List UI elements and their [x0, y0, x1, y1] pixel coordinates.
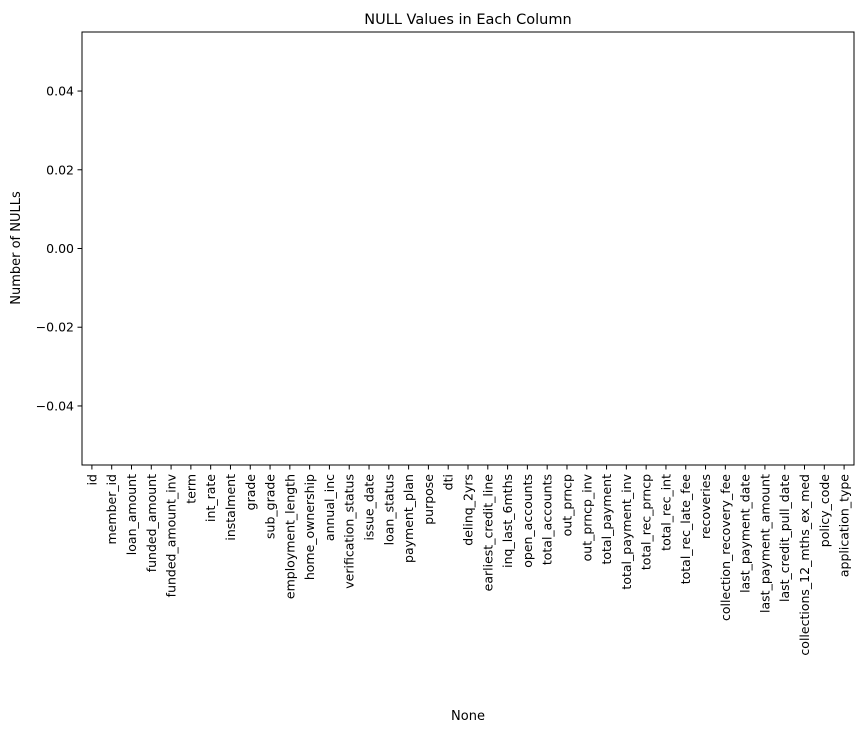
- plot-frame: [81, 31, 855, 466]
- x-tick-label: open_accounts: [520, 474, 535, 568]
- x-tick-label: delinq_2yrs: [461, 474, 476, 546]
- x-tick-label: annual_inc: [322, 474, 337, 541]
- x-tick-label: funded_amount: [144, 474, 159, 572]
- x-tick-label: application_type: [837, 474, 852, 577]
- x-tick-label: out_prncp: [559, 474, 574, 536]
- x-tick-label: collection_recovery_fee: [718, 474, 733, 621]
- x-tick-label: loan_status: [381, 474, 396, 545]
- x-tick-label: earliest_credit_line: [480, 474, 495, 592]
- x-tick-label: sub_grade: [263, 474, 278, 539]
- x-tick-label: total_rec_int: [658, 474, 673, 551]
- x-tick-label: member_id: [104, 474, 119, 544]
- x-tick-label: policy_code: [817, 474, 832, 548]
- x-tick-label: funded_amount_inv: [164, 473, 179, 597]
- x-tick-label: total_rec_late_fee: [678, 474, 693, 585]
- x-tick-label: employment_length: [282, 474, 297, 599]
- x-tick-label: total_rec_prncp: [639, 474, 654, 570]
- x-tick-label: inq_last_6mths: [500, 474, 515, 568]
- x-tick-label: total_payment: [599, 474, 614, 565]
- x-tick-label: term: [183, 474, 198, 504]
- x-tick-label: recoveries: [698, 474, 713, 539]
- y-tick-label: −0.04: [36, 398, 74, 413]
- x-tick-label: loan_amount: [124, 474, 139, 555]
- y-tick-label: −0.02: [36, 320, 74, 335]
- x-tick-label: issue_date: [362, 474, 377, 541]
- x-tick-label: int_rate: [203, 474, 218, 522]
- x-tick-label: last_credit_pull_date: [777, 474, 792, 602]
- x-tick-label: collections_12_mths_ex_med: [797, 474, 812, 656]
- x-tick-label: last_payment_amount: [757, 474, 772, 613]
- x-tick-label: payment_plan: [401, 474, 416, 563]
- x-tick-label: total_payment_inv: [619, 473, 634, 589]
- x-tick-label: grade: [243, 474, 258, 511]
- x-tick-label: total_accounts: [540, 474, 555, 565]
- x-tick-label: last_payment_date: [738, 474, 753, 593]
- x-tick-label: home_ownership: [302, 474, 317, 580]
- x-tick-label: purpose: [421, 474, 436, 525]
- chart-title: NULL Values in Each Column: [364, 12, 571, 28]
- x-axis-ticks: id member_id loan_amount funded_amount funde…: [84, 465, 852, 656]
- x-axis-label: None: [451, 709, 485, 724]
- x-tick-label: instalment: [223, 474, 238, 541]
- y-axis-ticks: 0.04 0.02 0.00 −0.02 −0.04: [36, 84, 82, 413]
- x-tick-label: verification_status: [342, 474, 357, 589]
- x-tick-label: id: [84, 474, 99, 485]
- y-axis-label: Number of NULLs: [9, 191, 24, 305]
- x-tick-label: dti: [441, 474, 456, 490]
- y-tick-label: 0.04: [46, 84, 74, 99]
- y-tick-label: 0.02: [46, 162, 74, 177]
- y-tick-label: 0.00: [46, 241, 74, 256]
- x-tick-label: out_prncp_inv: [579, 473, 594, 561]
